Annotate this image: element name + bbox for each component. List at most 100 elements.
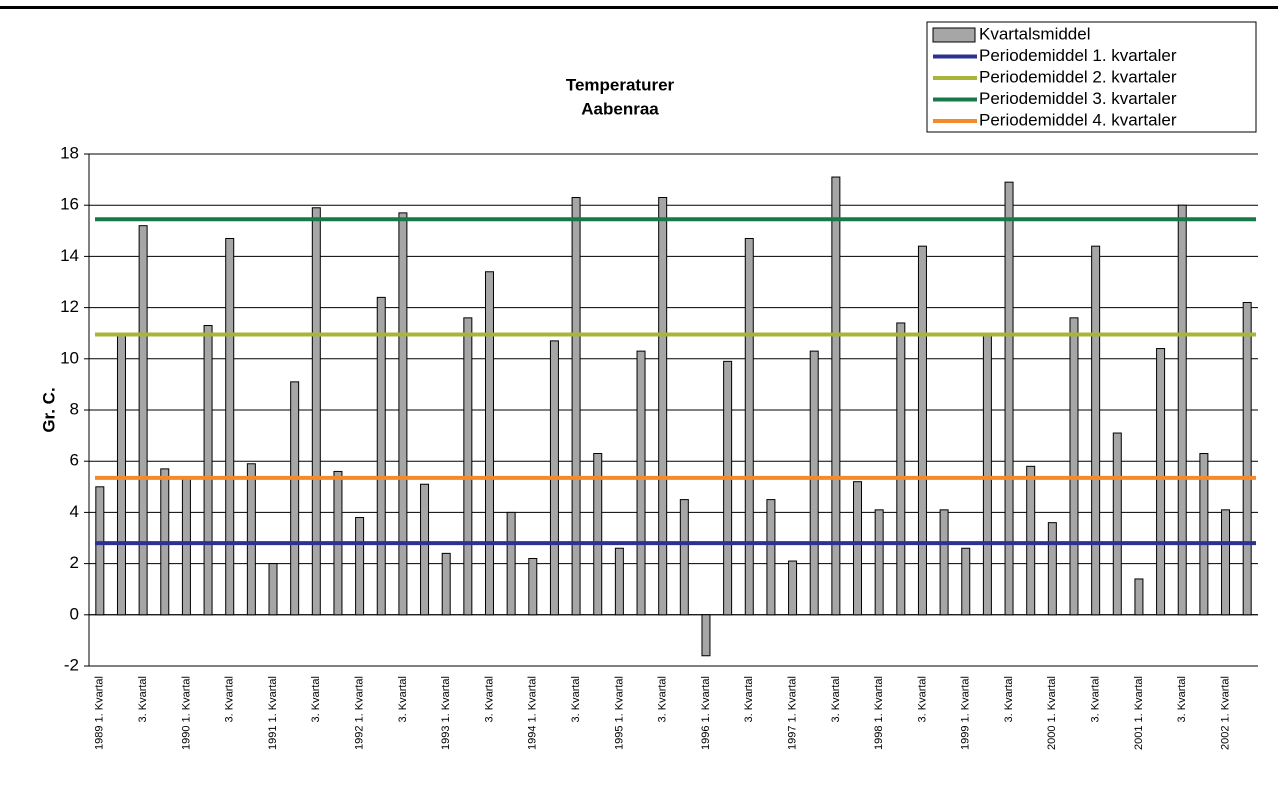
bar <box>1091 245 1101 616</box>
legend-label: Periodemiddel 1. kvartaler <box>979 46 1177 65</box>
x-tick-label: 1991 1. Kvartal <box>267 676 279 750</box>
bar <box>506 511 516 616</box>
bar <box>744 237 754 616</box>
bar <box>961 547 971 616</box>
top-rule <box>0 6 1278 9</box>
y-tick-label: 0 <box>70 604 79 623</box>
x-tick-label: 3. Kvartal <box>224 676 236 722</box>
bar <box>1134 578 1144 616</box>
bar <box>917 245 927 616</box>
bar <box>225 237 235 616</box>
bar <box>528 557 538 616</box>
bar <box>181 476 191 616</box>
bar <box>853 481 863 616</box>
bar <box>1199 453 1209 616</box>
bar <box>398 212 408 616</box>
bar <box>939 509 949 616</box>
bar <box>311 207 321 616</box>
bar <box>463 317 473 616</box>
bar <box>355 517 365 616</box>
y-tick-label: 8 <box>70 399 79 418</box>
chart-title: Aabenraa <box>581 99 659 118</box>
bar <box>441 552 451 616</box>
x-tick-label: 3. Kvartal <box>310 676 322 722</box>
bar <box>723 360 733 616</box>
y-tick-label: 18 <box>60 143 79 162</box>
bar <box>1156 348 1166 616</box>
legend-swatch <box>932 27 976 43</box>
x-tick-label: 3. Kvartal <box>1090 676 1102 722</box>
bar <box>116 335 126 616</box>
bar <box>658 197 668 616</box>
bar <box>1221 509 1231 616</box>
bar <box>138 225 148 616</box>
y-tick-label: -2 <box>64 655 79 674</box>
x-tick-label: 1995 1. Kvartal <box>613 676 625 750</box>
legend-label: Periodemiddel 4. kvartaler <box>979 110 1177 129</box>
x-tick-label: 1996 1. Kvartal <box>700 676 712 750</box>
bar <box>896 322 906 616</box>
bar <box>268 563 278 616</box>
legend-box <box>926 21 1257 133</box>
x-tick-label: 1998 1. Kvartal <box>873 676 885 750</box>
bar <box>1069 317 1079 616</box>
bar <box>1026 465 1036 616</box>
x-tick-label: 2002 1. Kvartal <box>1219 676 1231 750</box>
bar <box>831 176 841 616</box>
bar <box>1242 301 1252 616</box>
y-tick-label: 16 <box>60 195 79 214</box>
x-tick-label: 1997 1. Kvartal <box>786 676 798 750</box>
x-tick-label: 3. Kvartal <box>830 676 842 722</box>
legend-label: Periodemiddel 2. kvartaler <box>979 67 1177 86</box>
x-tick-label: 2000 1. Kvartal <box>1046 676 1058 750</box>
x-tick-label: 1990 1. Kvartal <box>180 676 192 750</box>
bar <box>766 499 776 616</box>
bar <box>614 547 624 616</box>
bar <box>636 350 646 616</box>
x-tick-label: 3. Kvartal <box>570 676 582 722</box>
y-axis-title: Gr. C. <box>39 387 58 432</box>
bar <box>571 197 581 616</box>
bar <box>1004 181 1014 616</box>
bar <box>788 560 798 616</box>
x-tick-label: 2001 1. Kvartal <box>1133 676 1145 750</box>
legend-label: Periodemiddel 3. kvartaler <box>979 89 1177 108</box>
bar <box>809 350 819 616</box>
chart-title: Temperaturer <box>566 75 675 94</box>
bar <box>701 614 711 657</box>
x-tick-label: 1999 1. Kvartal <box>960 676 972 750</box>
bar <box>679 499 689 616</box>
bar <box>1112 432 1122 616</box>
bar <box>376 296 386 616</box>
x-tick-label: 3. Kvartal <box>1176 676 1188 722</box>
bar <box>95 486 105 616</box>
x-tick-label: 3. Kvartal <box>743 676 755 722</box>
x-tick-label: 3. Kvartal <box>397 676 409 722</box>
y-tick-label: 4 <box>70 502 79 521</box>
bar <box>1177 204 1187 616</box>
x-tick-label: 3. Kvartal <box>916 676 928 722</box>
y-tick-label: 6 <box>70 451 79 470</box>
x-tick-label: 3. Kvartal <box>483 676 495 722</box>
y-tick-label: 14 <box>60 246 79 265</box>
y-tick-label: 10 <box>60 348 79 367</box>
x-tick-label: 1994 1. Kvartal <box>527 676 539 750</box>
y-tick-label: 2 <box>70 553 79 572</box>
x-tick-label: 1992 1. Kvartal <box>354 676 366 750</box>
bar <box>484 271 494 616</box>
bar <box>420 483 430 616</box>
x-tick-label: 1989 1. Kvartal <box>94 676 106 750</box>
bar <box>593 453 603 616</box>
x-tick-label: 1993 1. Kvartal <box>440 676 452 750</box>
bar <box>290 381 300 616</box>
bar <box>874 509 884 616</box>
legend-label: Kvartalsmiddel <box>979 24 1091 43</box>
y-tick-label: 12 <box>60 297 79 316</box>
x-tick-label: 3. Kvartal <box>137 676 149 722</box>
bar <box>246 463 256 616</box>
bar <box>1047 522 1057 616</box>
x-tick-label: 3. Kvartal <box>657 676 669 722</box>
x-tick-label: 3. Kvartal <box>1003 676 1015 722</box>
bar <box>982 335 992 616</box>
